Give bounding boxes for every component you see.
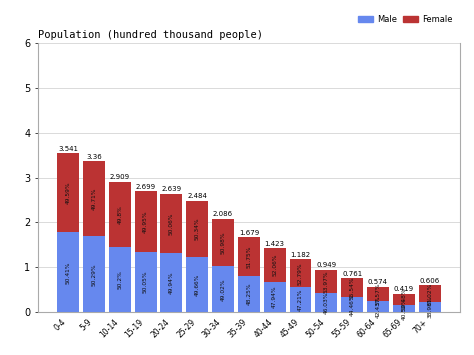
Text: 49.02%: 49.02% <box>220 278 226 301</box>
Bar <box>135 252 156 312</box>
Bar <box>419 285 441 302</box>
Text: Population (hundred thousand people): Population (hundred thousand people) <box>38 31 263 40</box>
Text: 2.484: 2.484 <box>187 193 207 200</box>
Bar <box>57 153 79 232</box>
Bar <box>264 248 286 282</box>
Bar <box>135 191 156 252</box>
Text: 52.06%: 52.06% <box>272 254 277 276</box>
Bar <box>264 282 286 312</box>
Bar <box>212 266 234 312</box>
Bar <box>315 293 337 312</box>
Bar <box>186 201 208 257</box>
Text: 0.606: 0.606 <box>419 278 440 284</box>
Text: 2.699: 2.699 <box>136 184 155 190</box>
Text: 0.574: 0.574 <box>368 279 388 285</box>
Text: 0.761: 0.761 <box>342 271 362 277</box>
Text: 50.29%: 50.29% <box>91 263 96 286</box>
Text: 49.94%: 49.94% <box>169 272 174 294</box>
Bar <box>341 278 363 297</box>
Bar <box>419 302 441 312</box>
Bar <box>315 270 337 293</box>
Bar <box>393 305 415 312</box>
Bar <box>238 237 260 276</box>
Text: 42.43%: 42.43% <box>375 296 381 318</box>
Text: 49.66%: 49.66% <box>195 273 200 296</box>
Text: 38.98%: 38.98% <box>427 296 432 318</box>
Bar <box>160 194 182 253</box>
Text: 1.182: 1.182 <box>291 252 310 258</box>
Bar <box>341 297 363 312</box>
Text: 49.8%: 49.8% <box>117 205 122 224</box>
Text: 3.36: 3.36 <box>86 154 102 160</box>
Text: 1.679: 1.679 <box>239 230 259 236</box>
Text: 55.54%: 55.54% <box>350 277 355 299</box>
Text: 49.95%: 49.95% <box>143 210 148 233</box>
Bar <box>109 247 131 312</box>
Bar <box>393 294 415 305</box>
Text: 0.949: 0.949 <box>316 262 337 268</box>
Text: 53.97%: 53.97% <box>324 270 329 293</box>
Text: 50.2%: 50.2% <box>117 270 122 289</box>
Text: 50.06%: 50.06% <box>169 212 174 235</box>
Text: 0.419: 0.419 <box>394 286 414 292</box>
Text: 46.03%: 46.03% <box>324 291 329 314</box>
Bar <box>83 236 105 312</box>
Bar <box>57 232 79 312</box>
Text: 59.48%: 59.48% <box>401 288 406 311</box>
Text: 50.41%: 50.41% <box>65 261 71 284</box>
Text: 61.02%: 61.02% <box>427 282 432 305</box>
Text: 2.086: 2.086 <box>213 211 233 217</box>
Bar <box>109 182 131 247</box>
Text: 52.79%: 52.79% <box>298 262 303 285</box>
Text: 44.46%: 44.46% <box>350 294 355 316</box>
Text: 47.94%: 47.94% <box>272 286 277 308</box>
Bar <box>83 161 105 236</box>
Bar <box>212 219 234 266</box>
Bar <box>238 276 260 312</box>
Bar <box>290 287 311 312</box>
Text: 50.98%: 50.98% <box>220 231 226 254</box>
Bar <box>186 257 208 312</box>
Bar <box>290 259 311 287</box>
Text: 3.541: 3.541 <box>58 146 78 152</box>
Text: 50.34%: 50.34% <box>195 218 200 240</box>
Text: 1.423: 1.423 <box>264 241 285 247</box>
Text: 50.05%: 50.05% <box>143 271 148 293</box>
Text: 2.639: 2.639 <box>161 186 182 192</box>
Text: 48.25%: 48.25% <box>246 283 251 306</box>
Text: 49.59%: 49.59% <box>65 181 71 204</box>
Bar <box>367 286 389 301</box>
Bar <box>160 253 182 312</box>
Text: 2.909: 2.909 <box>109 174 130 180</box>
Text: 51.75%: 51.75% <box>246 245 251 268</box>
Legend: Male, Female: Male, Female <box>355 12 456 27</box>
Text: 47.21%: 47.21% <box>298 289 303 311</box>
Bar <box>367 301 389 312</box>
Text: 49.71%: 49.71% <box>91 187 96 210</box>
Text: 40.52%: 40.52% <box>401 297 406 320</box>
Text: 57.57%: 57.57% <box>375 283 381 305</box>
